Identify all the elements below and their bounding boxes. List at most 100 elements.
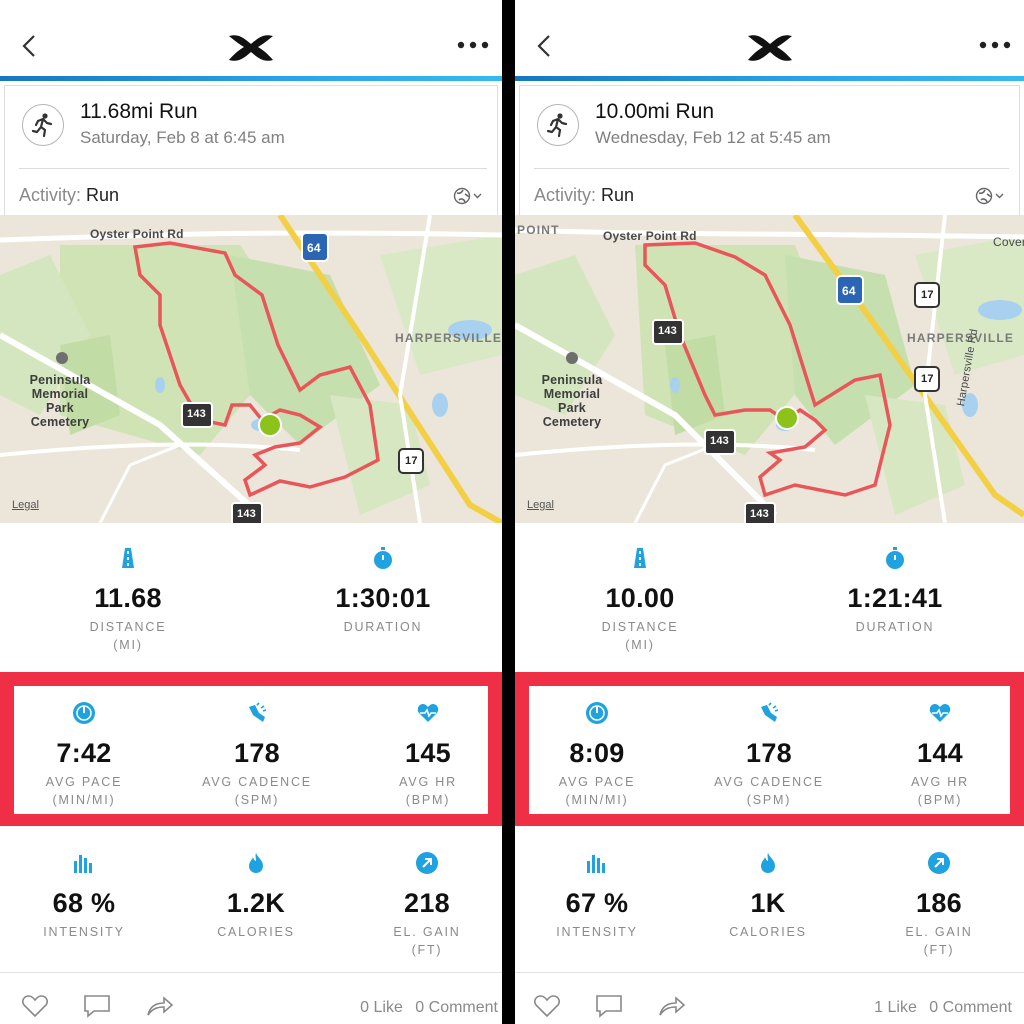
map-legal-link[interactable]: Legal [12, 499, 39, 511]
map-cemetery-label: Peninsula Memorial Park Cemetery [532, 373, 612, 429]
activity-label: Activity: [534, 185, 597, 205]
bars-icon [517, 850, 677, 876]
distance-label: DISTANCE (MI) [560, 618, 720, 654]
hr-label-text: AVG HR [911, 775, 969, 789]
elevation-label: EL. GAIN (FT) [347, 923, 502, 959]
distance-unit: (MI) [625, 638, 655, 652]
elevation-value: 186 [916, 888, 962, 918]
cadence-label-text: AVG CADENCE [714, 775, 824, 789]
distance-unit: (MI) [113, 638, 143, 652]
more-options-icon[interactable] [978, 38, 1012, 52]
stopwatch-icon [303, 545, 463, 571]
flame-icon [688, 850, 848, 876]
route-shield-label: 143 [750, 508, 769, 520]
map-cemetery-line: Memorial [543, 387, 601, 401]
comment-icon[interactable] [82, 993, 112, 1024]
like-count[interactable]: 1 Like [874, 999, 917, 1016]
cadence-value: 178 [746, 738, 792, 768]
highlight-inner: 8:09 AVG PACE (MIN/MI) 178 AVG CADENCE (SP… [529, 686, 1010, 814]
cadence-label-text: AVG CADENCE [202, 775, 312, 789]
elevation-value: 218 [404, 888, 450, 918]
intensity-stat: 68 % INTENSITY [4, 850, 164, 941]
social-footer: 1 Like 0 Comment [515, 972, 1024, 1024]
map-road-label: Oyster Point Rd [90, 227, 184, 241]
hr-label: AVG HR (BPM) [860, 773, 1020, 809]
interstate-shield-label: 64 [842, 284, 856, 298]
hr-label-text: AVG HR [399, 775, 457, 789]
runner-icon [537, 104, 579, 146]
hr-stat: 144 AVG HR (BPM) [860, 700, 1020, 809]
globe-icon[interactable] [975, 187, 1005, 205]
route-map[interactable]: POINT Oyster Point Rd Cover 64 HARPERSVI… [515, 215, 1024, 523]
map-cemetery-line: Cemetery [542, 415, 602, 429]
duration-value: 1:30:01 [335, 583, 431, 613]
more-options-icon[interactable] [456, 38, 490, 52]
comment-count[interactable]: 0 Comment [415, 999, 498, 1016]
route-shield-label: 17 [921, 373, 934, 385]
map-cemetery-line: Peninsula [29, 373, 91, 387]
pace-stat: 8:09 AVG PACE (MIN/MI) [517, 700, 677, 809]
back-chevron-icon[interactable] [16, 30, 44, 62]
distance-stat: 10.00 DISTANCE (MI) [560, 545, 720, 654]
map-road-label: Oyster Point Rd [603, 229, 697, 243]
pace-label: AVG PACE (MIN/MI) [517, 773, 677, 809]
route-shield-label: 143 [237, 508, 256, 520]
elevation-label-text: EL. GAIN [393, 925, 461, 939]
activity-label: Activity: [19, 185, 82, 205]
duration-label: DURATION [855, 620, 935, 634]
activity-value: Run [86, 185, 120, 205]
back-chevron-icon[interactable] [531, 30, 559, 62]
pace-label: AVG PACE (MIN/MI) [4, 773, 164, 809]
map-area-label: POINT [517, 223, 560, 237]
social-footer: 0 Like 0 Comment [0, 972, 502, 1024]
cadence-label: AVG CADENCE (SPM) [177, 773, 337, 809]
like-heart-icon[interactable] [532, 993, 562, 1024]
divider [534, 168, 1009, 169]
workout-date: Wednesday, Feb 12 at 5:45 am [595, 128, 831, 147]
like-heart-icon[interactable] [20, 993, 50, 1024]
primary-stats: 11.68 DISTANCE (MI) 1:30:01 DURATION [0, 545, 502, 655]
map-area-label: HARPERSVILLE [907, 331, 1015, 345]
duration-value: 1:21:41 [847, 583, 943, 613]
map-cemetery-line: Peninsula [541, 373, 603, 387]
pace-value: 8:09 [569, 738, 625, 768]
map-area-label: HARPERSVILLE [395, 331, 502, 345]
duration-stat: 1:21:41 DURATION [815, 545, 975, 636]
intensity-value: 68 % [52, 888, 116, 918]
cadence-unit: (SPM) [746, 793, 792, 807]
calories-stat: 1.2K CALORIES [176, 850, 336, 941]
duration-label: DURATION [343, 620, 423, 634]
interstate-shield-label: 64 [307, 241, 321, 255]
route-shield-label: 143 [710, 435, 729, 447]
calories-stat: 1K CALORIES [688, 850, 848, 941]
social-counts: 1 Like 0 Comment [866, 999, 1012, 1017]
globe-icon[interactable] [453, 187, 483, 205]
comment-icon[interactable] [594, 993, 624, 1024]
route-shield-label: 17 [405, 455, 418, 467]
activity-row: Activity: Run [534, 185, 634, 206]
speedometer-icon [4, 700, 164, 726]
calories-value: 1K [750, 888, 786, 918]
divider [19, 168, 487, 169]
accent-bar [515, 76, 1024, 81]
duration-stat: 1:30:01 DURATION [303, 545, 463, 636]
map-legal-link[interactable]: Legal [527, 499, 554, 511]
intensity-label: INTENSITY [556, 925, 638, 939]
comment-count[interactable]: 0 Comment [929, 999, 1012, 1016]
share-icon[interactable] [144, 993, 174, 1024]
activity-row: Activity: Run [19, 185, 119, 206]
like-count[interactable]: 0 Like [360, 999, 403, 1016]
route-map[interactable]: Oyster Point Rd 64 HARPERSVILLE Peninsul… [0, 215, 502, 523]
runner-icon [22, 104, 64, 146]
heart-icon [860, 700, 1020, 726]
hr-value: 145 [405, 738, 451, 768]
elevation-stat: 186 EL. GAIN (FT) [859, 850, 1019, 959]
map-cemetery-line: Memorial [31, 387, 89, 401]
map-road-label: Cover [993, 235, 1024, 249]
workout-panel-right: 10.00mi Run Wednesday, Feb 12 at 5:45 am… [515, 0, 1024, 1024]
top-bar [0, 0, 502, 81]
share-icon[interactable] [656, 993, 686, 1024]
cadence-label: AVG CADENCE (SPM) [689, 773, 849, 809]
workout-date: Saturday, Feb 8 at 6:45 am [80, 128, 285, 147]
intensity-value: 67 % [565, 888, 629, 918]
